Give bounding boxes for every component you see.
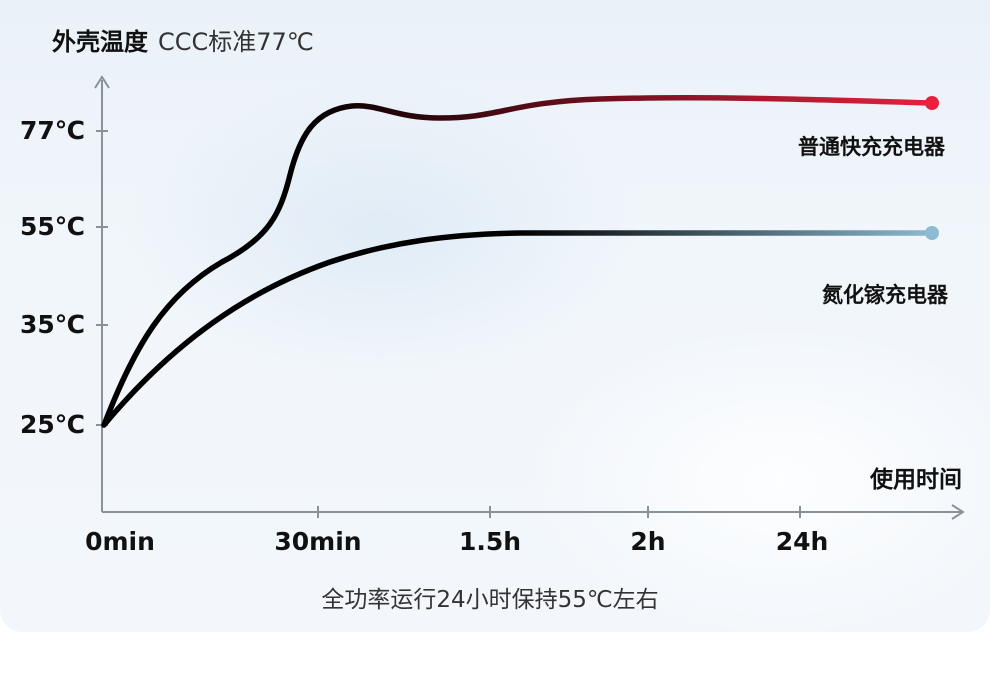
background-glow-bottom (520, 320, 990, 632)
y-tick-label-77: 77℃ (20, 116, 86, 145)
x-tick-label-1-5h: 1.5h (458, 527, 522, 556)
x-tick-label-2h: 2h (630, 527, 666, 556)
chart-card: 外壳温度 CCC标准77℃ 77℃ 55℃ 35℃ 25℃ 0min 30min … (0, 0, 990, 632)
series-line-fast-charger (101, 95, 935, 428)
title-standard-note: CCC标准77℃ (158, 28, 314, 56)
y-axis-arrow (94, 75, 110, 89)
title-main: 外壳温度 (52, 28, 148, 56)
series-line-gan-charger (101, 230, 935, 428)
y-tick-label-25: 25℃ (20, 410, 86, 439)
series-label-gan-charger: 氮化镓充电器 (822, 283, 948, 307)
x-tick-label-24h: 24h (775, 527, 829, 556)
x-axis-label: 使用时间 (870, 467, 962, 493)
temperature-chart (94, 75, 965, 520)
y-tick-label-35: 35℃ (20, 310, 86, 339)
y-tick-label-55: 55℃ (20, 212, 86, 241)
x-tick-label-30min: 30min (274, 527, 362, 556)
chart-title: 外壳温度 CCC标准77℃ (52, 22, 314, 57)
series-endpoint-gan-charger (925, 226, 939, 240)
series-label-fast-charger: 普通快充充电器 (798, 135, 945, 159)
x-axis-arrow (951, 504, 965, 520)
series-endpoint-fast-charger (925, 96, 939, 110)
x-tick-label-0min: 0min (85, 527, 155, 556)
chart-caption: 全功率运行24小时保持55℃左右 (321, 587, 659, 613)
